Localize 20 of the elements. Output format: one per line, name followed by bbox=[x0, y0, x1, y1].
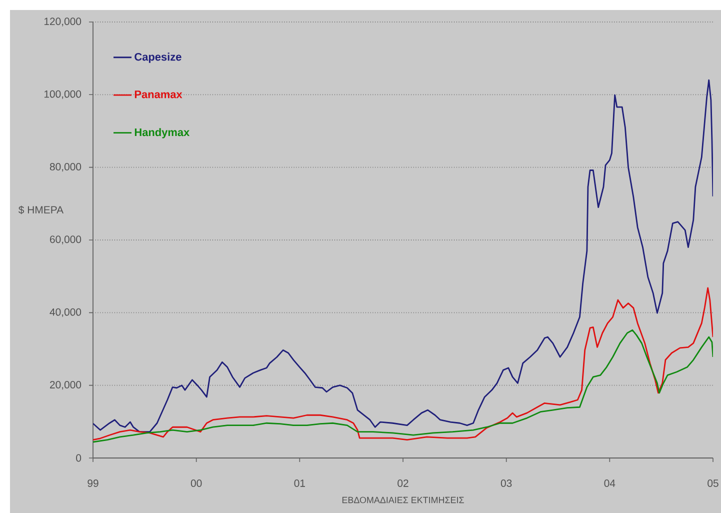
y-tick-label: 100,000 bbox=[44, 90, 82, 99]
x-tick-label: 00 bbox=[190, 480, 202, 487]
y-tick-label: 60,000 bbox=[50, 236, 82, 244]
x-axis-title: ΕΒΔΟΜΑΔΙΑΙΕΣ ΕΚΤΙΜΗΣΕΙΣ bbox=[342, 496, 464, 504]
x-tick-label: 04 bbox=[604, 480, 616, 487]
legend-label: Handymax bbox=[134, 128, 190, 138]
line-series bbox=[93, 79, 714, 433]
y-axis-title: $ ΗΜΕΡΑ bbox=[18, 206, 64, 214]
y-tick-label: 80,000 bbox=[50, 163, 82, 172]
x-tick-label: 99 bbox=[88, 480, 98, 487]
y-tick-label: 120,000 bbox=[44, 18, 82, 26]
legend-label: Capesize bbox=[134, 52, 182, 63]
x-tick-label: 03 bbox=[500, 480, 512, 487]
y-tick-label: 20,000 bbox=[50, 381, 82, 390]
y-tick-label: 40,000 bbox=[50, 308, 82, 317]
x-tick-label: 01 bbox=[294, 480, 305, 487]
x-tick-label: 05 bbox=[708, 480, 718, 487]
legend-label: Panamax bbox=[134, 90, 182, 98]
x-tick-label: 02 bbox=[398, 480, 408, 487]
y-tick-label: 0 bbox=[76, 454, 82, 462]
